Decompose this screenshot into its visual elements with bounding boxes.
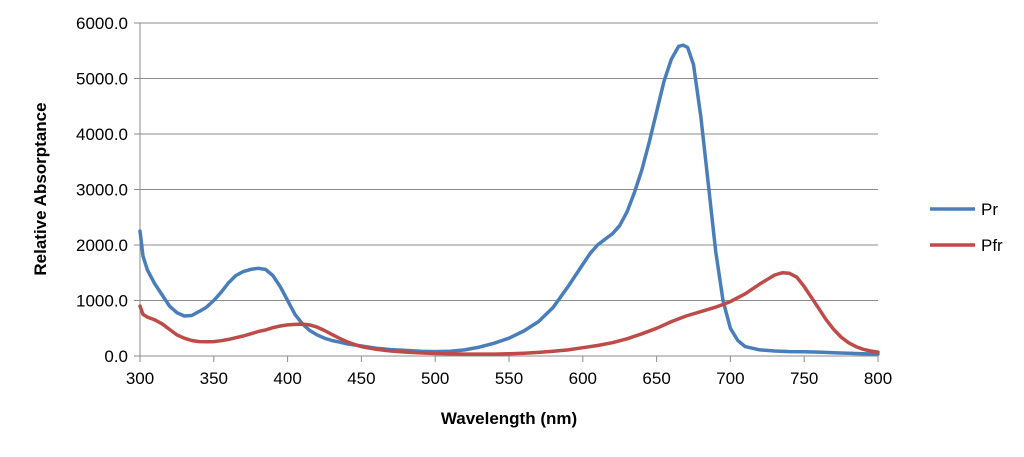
x-tick-label: 450 <box>347 369 375 388</box>
y-axis-title: Relative Absorptance <box>31 102 50 275</box>
x-tick-label: 500 <box>421 369 449 388</box>
x-tick-label: 550 <box>495 369 523 388</box>
x-tick-label: 400 <box>273 369 301 388</box>
y-tick-label: 4000.0 <box>76 125 128 144</box>
x-axis-title: Wavelength (nm) <box>441 409 577 428</box>
series-line-pr <box>138 43 880 356</box>
y-tick-label: 5000.0 <box>76 70 128 89</box>
y-tick-label: 6000.0 <box>76 14 128 33</box>
legend-label-pr: Pr <box>981 200 998 219</box>
x-tick-label: 700 <box>716 369 744 388</box>
gridlines <box>140 22 878 301</box>
y-tick-label: 2000.0 <box>76 236 128 255</box>
x-tick-label: 750 <box>790 369 818 388</box>
legend: Pr Pfr <box>930 200 1003 255</box>
x-tick-label: 350 <box>200 369 228 388</box>
x-tick-label: 600 <box>569 369 597 388</box>
legend-label-pfr: Pfr <box>981 236 1003 255</box>
y-tick-label: 3000.0 <box>76 181 128 200</box>
series-lines <box>138 43 880 356</box>
series-line-pfr <box>138 271 880 356</box>
y-tick-labels: 0.0 1000.0 2000.0 3000.0 4000.0 5000.0 6000.0 <box>76 14 128 366</box>
x-tick-label: 650 <box>642 369 670 388</box>
y-tick-label: 0.0 <box>104 347 128 366</box>
x-tick-label: 300 <box>126 369 154 388</box>
x-tick-label: 800 <box>864 369 892 388</box>
x-tick-labels: 300 350 400 450 500 550 600 650 700 750 800 <box>126 369 892 388</box>
axes <box>134 22 879 362</box>
y-tick-label: 1000.0 <box>76 292 128 311</box>
